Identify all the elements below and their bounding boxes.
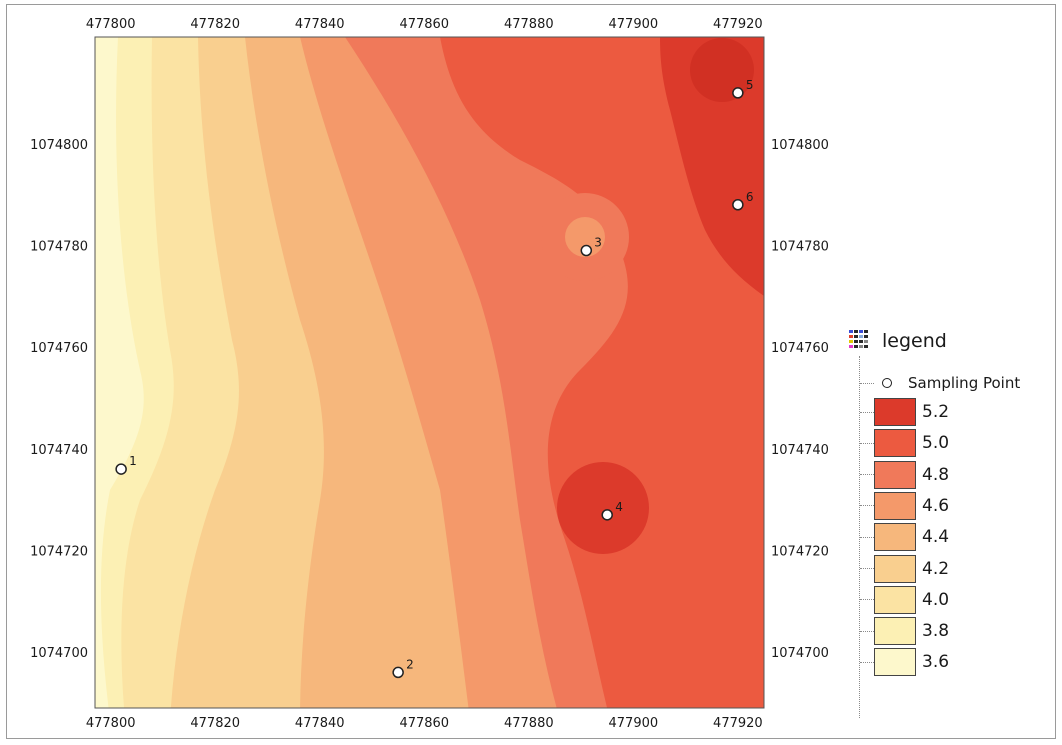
legend-color-swatch: [874, 585, 916, 614]
y-tick-label-right: 1074740: [771, 443, 829, 458]
legend-class-row: 4.4: [860, 523, 950, 552]
legend-color-swatch: [874, 460, 916, 489]
sampling-point-symbol: [882, 378, 892, 388]
y-tick-label-left: 1074720: [30, 544, 88, 559]
sampling-point-marker[interactable]: [392, 666, 404, 679]
x-tick-label-bottom: 477920: [713, 716, 763, 731]
sampling-point-marker[interactable]: [601, 509, 613, 521]
sampling-point-label: 4: [615, 500, 623, 514]
sampling-point-marker[interactable]: [732, 87, 744, 99]
legend-grid-icon: [849, 330, 868, 348]
legend-color-swatch: [874, 554, 916, 583]
y-tick-label-left: 1074740: [30, 443, 88, 458]
legend-class-label: 5.0: [922, 433, 950, 454]
y-tick-label-left: 1074700: [30, 646, 88, 661]
legend-class-row: 5.2: [860, 398, 949, 426]
sampling-point-label: 3: [594, 236, 602, 250]
legend-class-row: 5.0: [860, 429, 950, 458]
legend-class-label: 4.4: [922, 527, 950, 548]
surface-hotspot-4: [557, 462, 649, 554]
x-tick-label-bottom: 477860: [399, 716, 449, 731]
legend-class-row: 3.6: [860, 648, 950, 677]
x-tick-label-bottom: 477880: [504, 716, 554, 731]
y-tick-label-right: 1074760: [771, 341, 829, 356]
x-tick-label-top: 477880: [504, 17, 554, 32]
y-tick-label-left: 1074780: [30, 239, 88, 254]
x-tick-label-top: 477820: [190, 17, 240, 32]
legend-class-label: 5.2: [922, 402, 950, 422]
x-tick-label-bottom: 477820: [190, 716, 240, 731]
surface-band-5.2: [660, 37, 764, 296]
legend-title: legend: [882, 330, 947, 352]
legend-color-swatch: [874, 491, 916, 520]
legend-class-row: 4.8: [860, 460, 950, 489]
sampling-point-label: 1: [129, 454, 137, 468]
sampling-points: 1 2 3 4 5 6: [115, 78, 754, 679]
sampling-point-label: 6: [746, 190, 754, 204]
x-tick-label-top: 477800: [86, 17, 136, 32]
legend-sampling-point-label: Sampling Point: [908, 374, 1021, 392]
legend-class-label: 4.0: [922, 589, 950, 610]
sampling-point-marker[interactable]: [580, 244, 593, 257]
x-tick-label-top: 477920: [713, 17, 763, 32]
interpolated-surface: [95, 37, 764, 708]
legend: legend Sampling Point 5.2 5.0 4.8 4.6 4.4 4.2…: [846, 328, 1056, 728]
y-tick-label-right: 1074720: [771, 544, 829, 559]
legend-row-sampling-point: Sampling Point: [860, 374, 1020, 392]
x-tick-label-top: 477840: [295, 17, 345, 32]
legend-class-row: 4.6: [860, 491, 950, 520]
sampling-point-marker[interactable]: [732, 199, 744, 211]
legend-class-label: 4.8: [922, 464, 950, 485]
sampling-point-label: 5: [746, 78, 754, 92]
sampling-point-label: 2: [406, 657, 414, 671]
y-tick-label-left: 1074760: [30, 341, 88, 356]
legend-class-label: 3.8: [922, 621, 950, 642]
x-tick-label-top: 477860: [399, 17, 449, 32]
legend-color-swatch: [874, 523, 916, 552]
legend-color-swatch: [874, 429, 916, 458]
legend-color-swatch: [874, 617, 916, 646]
legend-color-swatch: [874, 648, 916, 677]
y-tick-label-right: 1074700: [771, 646, 829, 661]
x-tick-label-bottom: 477840: [295, 716, 345, 731]
legend-class-label: 3.6: [922, 652, 950, 673]
legend-class-row: 4.0: [860, 585, 950, 614]
x-tick-label-top: 477900: [609, 17, 659, 32]
legend-class-row: 3.8: [860, 617, 950, 646]
legend-class-label: 4.6: [922, 495, 950, 516]
legend-color-swatch: [874, 398, 916, 426]
y-tick-label-right: 1074800: [771, 138, 829, 153]
map-frame: [6, 4, 1056, 739]
legend-tree-line: [859, 356, 862, 718]
surface-band-5.0: [440, 37, 764, 708]
y-tick-label-right: 1074780: [771, 239, 829, 254]
y-tick-label-left: 1074800: [30, 138, 88, 153]
sampling-point-marker[interactable]: [115, 463, 127, 475]
map-border: [94, 36, 765, 709]
legend-class-row: 4.2: [860, 554, 950, 583]
x-tick-label-bottom: 477800: [86, 716, 136, 731]
surface-hotspot-3-core: [565, 217, 605, 257]
surface-hotspot-5: [690, 38, 754, 102]
legend-class-label: 4.2: [922, 558, 950, 579]
x-tick-label-bottom: 477900: [609, 716, 659, 731]
